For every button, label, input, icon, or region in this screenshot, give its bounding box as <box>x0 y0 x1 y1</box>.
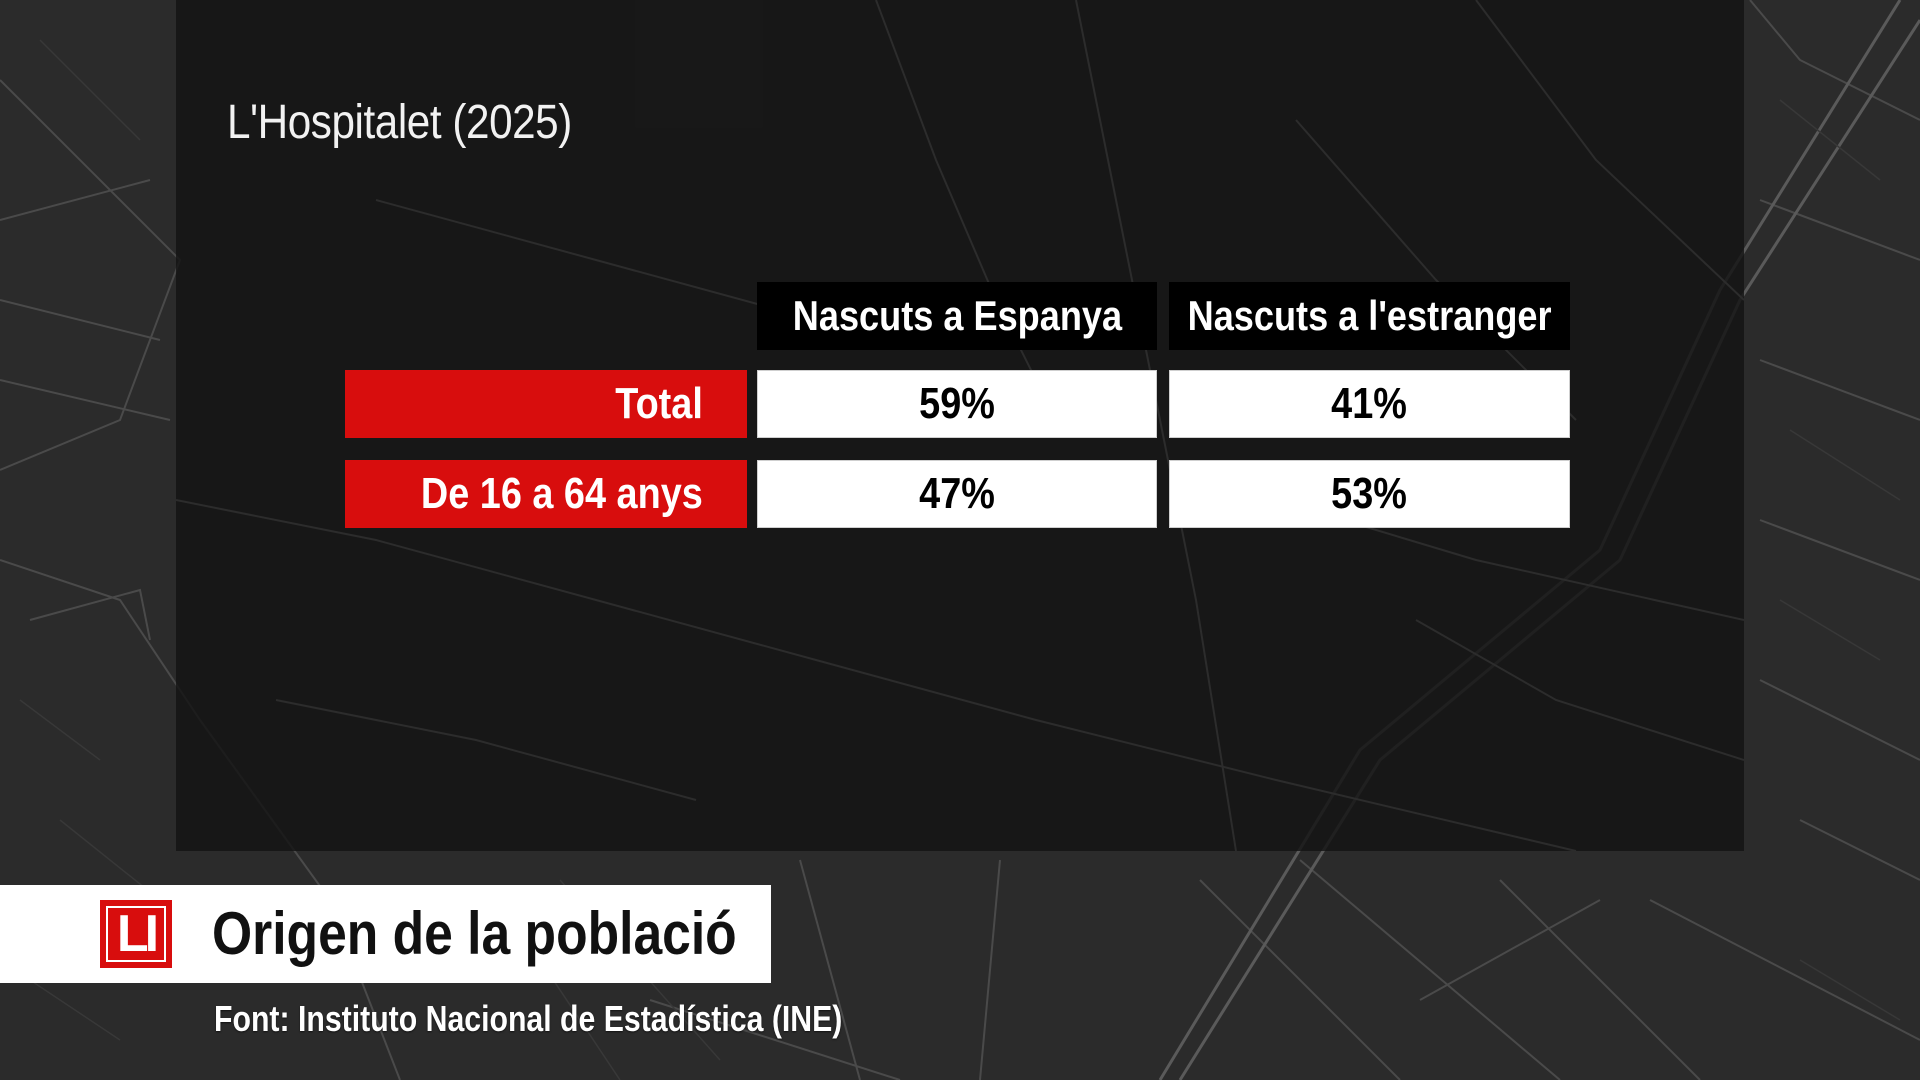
column-header-born-spain: Nascuts a Espanya <box>757 282 1157 350</box>
panel-map-texture <box>176 0 1744 851</box>
column-header-label: Nascuts a Espanya <box>792 292 1122 339</box>
column-header-born-abroad: Nascuts a l'estranger <box>1169 282 1570 350</box>
row-header-label: Total <box>615 379 703 428</box>
source-caption: Font: Instituto Nacional de Estadística … <box>214 998 843 1039</box>
table-cell: 53% <box>1169 460 1570 528</box>
cell-value: 47% <box>919 469 995 518</box>
column-header-label: Nascuts a l'estranger <box>1187 292 1552 339</box>
table-cell: 47% <box>757 460 1157 528</box>
channel-logo: LI <box>100 900 172 968</box>
graphic-title: Origen de la població <box>212 900 737 967</box>
row-header-age-16-64: De 16 a 64 anys <box>345 460 747 528</box>
chart-subtitle: L'Hospitalet (2025) <box>227 96 572 149</box>
table-cell: 41% <box>1169 370 1570 438</box>
cell-value: 53% <box>1331 469 1408 518</box>
table-cell: 59% <box>757 370 1157 438</box>
logo-frame <box>106 906 166 962</box>
row-header-total: Total <box>345 370 747 438</box>
row-header-label: De 16 a 64 anys <box>421 469 703 518</box>
cell-value: 41% <box>1331 379 1408 428</box>
cell-value: 59% <box>919 379 995 428</box>
logo-letters: LI <box>116 905 159 963</box>
